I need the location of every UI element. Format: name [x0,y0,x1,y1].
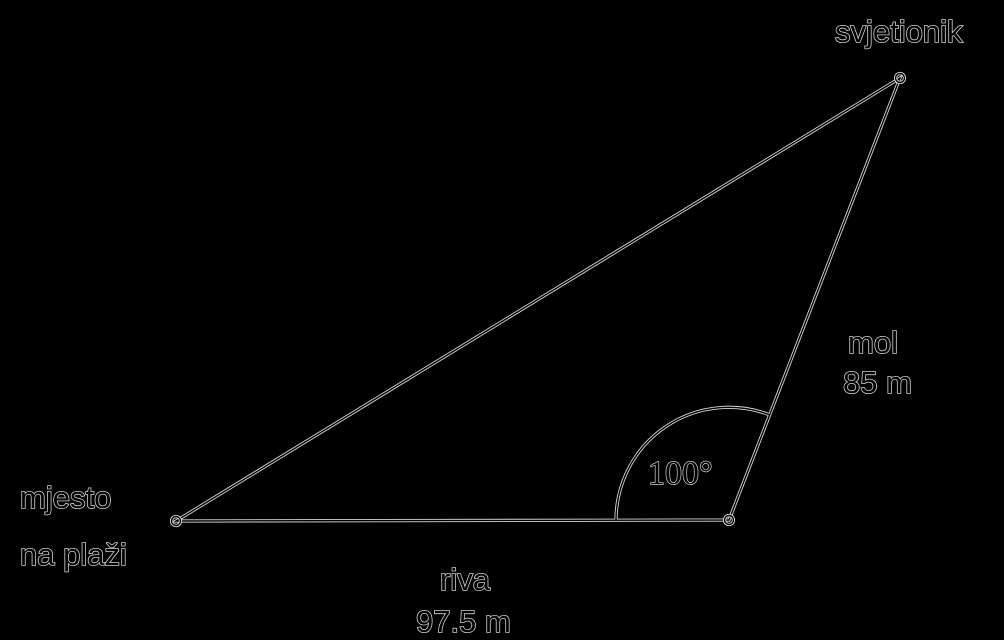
label-place-line2: na plaži [20,537,127,572]
label-waterfront-length: 97.5 m [416,604,511,639]
triangle [173,76,902,522]
angle-arc [615,406,771,521]
label-waterfront-name: riva [440,562,491,597]
label-lighthouse: svjetionik [835,14,963,49]
label-pier-length: 85 m [843,365,912,400]
triangle-edges [170,74,904,523]
vertices [169,71,907,528]
label-place-line1: mjesto [20,480,111,515]
label-angle: 100° [648,455,713,492]
label-pier-name: mol [848,325,898,360]
